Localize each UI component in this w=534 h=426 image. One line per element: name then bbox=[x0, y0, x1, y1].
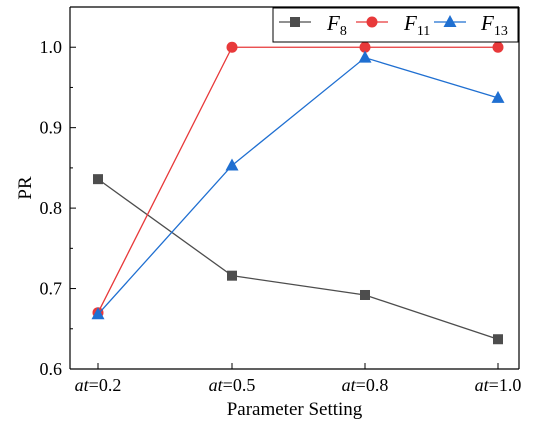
data-point bbox=[225, 158, 239, 171]
legend-entry: F13 bbox=[434, 11, 508, 39]
data-point bbox=[360, 289, 370, 300]
data-point bbox=[491, 90, 505, 103]
data-point bbox=[493, 334, 503, 345]
x-tick-label: at=0.8 bbox=[342, 375, 389, 395]
y-tick-label: 1.0 bbox=[40, 37, 63, 57]
y-ticks: 0.6 0.7 0.8 0.9 1.0 bbox=[40, 37, 76, 379]
series-line bbox=[97, 178, 499, 340]
data-point bbox=[93, 174, 103, 185]
x-ticks: at=0.2 at=0.5 at=0.8 at=1.0 bbox=[75, 363, 522, 395]
data-point bbox=[91, 307, 105, 320]
x-tick-label: at=1.0 bbox=[475, 375, 522, 395]
data-point bbox=[227, 270, 237, 281]
legend-marker bbox=[290, 17, 300, 27]
y-tick-label: 0.8 bbox=[40, 198, 63, 218]
x-axis-title: Parameter Setting bbox=[227, 399, 363, 420]
series-layer bbox=[91, 41, 505, 345]
legend-marker bbox=[443, 15, 457, 27]
legend-marker bbox=[366, 16, 378, 28]
legend: F8 F11 F13 bbox=[272, 7, 519, 43]
legend-box bbox=[272, 7, 519, 43]
series-F13 bbox=[91, 50, 505, 320]
y-tick-label: 0.7 bbox=[40, 279, 63, 299]
legend-label: F8 bbox=[326, 11, 347, 39]
legend-entry: F8 bbox=[279, 11, 347, 39]
series-F8 bbox=[93, 174, 503, 345]
x-tick-label: at=0.2 bbox=[75, 375, 122, 395]
data-point bbox=[359, 41, 371, 53]
y-tick-label: 0.9 bbox=[40, 118, 63, 138]
series-line bbox=[97, 46, 498, 313]
legend-label: F13 bbox=[480, 11, 508, 39]
legend-label: F11 bbox=[403, 11, 430, 39]
y-tick-label: 0.6 bbox=[40, 359, 63, 379]
data-point bbox=[226, 41, 238, 53]
x-tick-label: at=0.5 bbox=[209, 375, 256, 395]
series-F11 bbox=[92, 41, 504, 319]
series-line bbox=[97, 56, 499, 315]
data-point bbox=[358, 50, 372, 63]
legend-entry: F11 bbox=[356, 11, 430, 39]
data-point bbox=[492, 41, 504, 53]
plot-area: 0.6 0.7 0.8 0.9 1.0 at=0.2 at=0.5 at=0.8 at=1.0 bbox=[40, 6, 522, 395]
y-axis-title: PR bbox=[15, 176, 36, 200]
